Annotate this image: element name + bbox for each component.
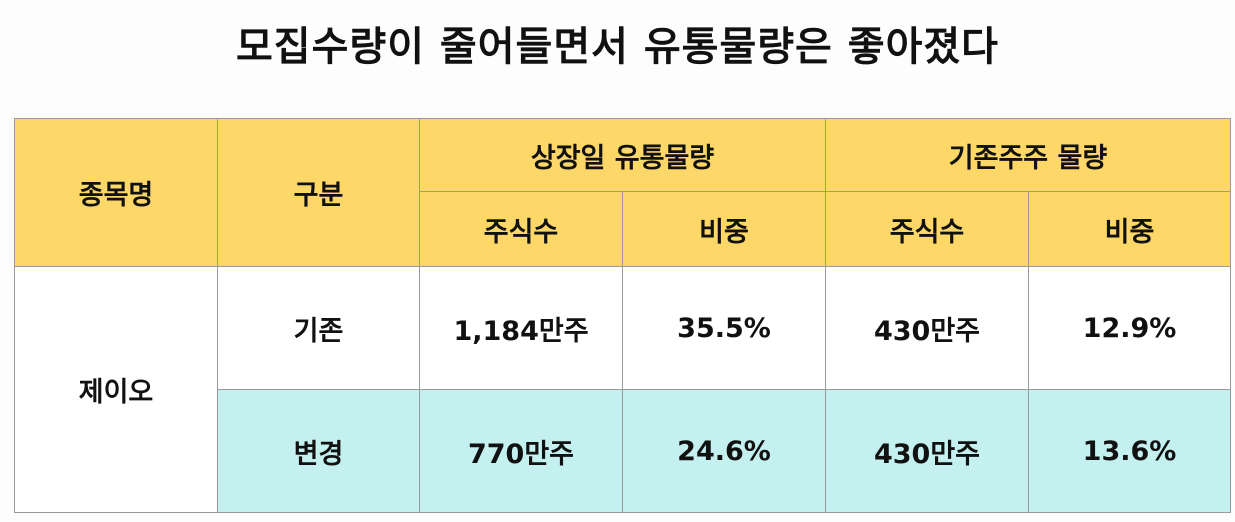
header-row: 주식수 비중 주식수 비중 [15, 191, 1232, 267]
stock-name: 제이오 [14, 266, 218, 513]
cell: 변경 [217, 389, 420, 513]
cell: 1,184만주 [419, 266, 623, 390]
cell: 기존 [217, 266, 420, 390]
cell: 35.5% [622, 266, 826, 390]
body-row: 제이오 기존 1,184만주 35.5% 430만주 12.9% [14, 266, 1232, 513]
cell: 770만주 [419, 389, 623, 513]
cell: 430만주 [825, 389, 1029, 513]
sub-header: 비중 [622, 191, 826, 267]
group-header: 기존주주 물량 [824, 118, 1232, 192]
data-table: 종목명 구분 상장일 유통물량 기존주주 물량 주식수 비중 주식수 비중 제이… [14, 118, 1232, 513]
slide-title: 모집수량이 줄어들면서 유통물량은 좋아졌다 [236, 24, 999, 70]
cell: 24.6% [622, 389, 826, 513]
sub-header: 주식수 [825, 191, 1029, 267]
header-row: 종목명 구분 상장일 유통물량 기존주주 물량 [14, 118, 1232, 267]
sub-header: 주식수 [419, 191, 623, 267]
cell: 12.9% [1027, 266, 1232, 390]
header-cell: 구분 [217, 118, 420, 267]
cell: 430만주 [825, 266, 1029, 390]
cell: 13.6% [1027, 389, 1232, 513]
header-cell: 종목명 [14, 118, 218, 267]
sub-header: 비중 [1027, 191, 1232, 267]
group-header: 상장일 유통물량 [419, 118, 826, 192]
body-row: 변경 770만주 24.6% 430만주 13.6% [15, 389, 1232, 513]
